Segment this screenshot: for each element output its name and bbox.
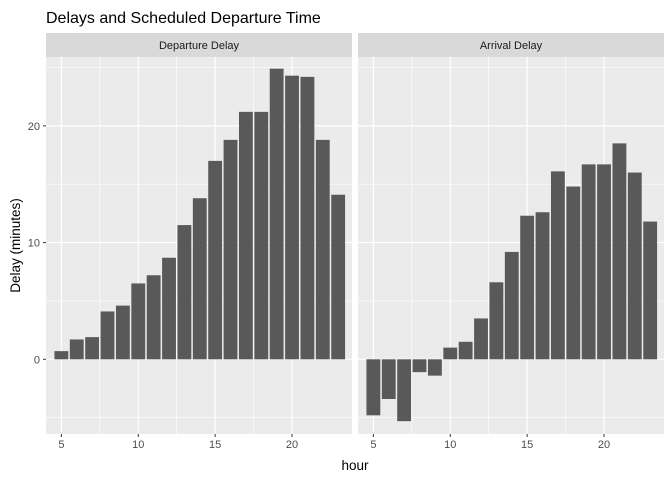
facet-panel-arrival-delay: Arrival Delay 5 10 15 20 (358, 33, 664, 451)
bar-departure-delay-hour-12 (162, 257, 176, 360)
bar-departure-delay-hour-8 (100, 311, 115, 360)
x-tick-label: 20 (598, 439, 610, 451)
bar-arrival-delay-hour-16 (535, 212, 550, 360)
x-tick-label: 10 (132, 439, 144, 451)
bar-arrival-delay-hour-8 (412, 359, 427, 373)
bar-departure-delay-hour-14 (192, 198, 207, 360)
bar-departure-delay-hour-18 (254, 111, 269, 360)
bar-arrival-delay-hour-7 (397, 359, 412, 422)
y-tick-label: 10 (28, 238, 40, 250)
bar-departure-delay-hour-17 (238, 111, 253, 360)
x-tick-label: 5 (58, 439, 64, 451)
bar-arrival-delay-hour-21 (612, 143, 627, 360)
bar-arrival-delay-hour-15 (520, 215, 535, 360)
grid-lines-departure-delay (46, 57, 352, 434)
bar-arrival-delay-hour-23 (643, 221, 658, 360)
bar-departure-delay-hour-9 (115, 305, 130, 360)
bar-arrival-delay-hour-22 (627, 172, 642, 360)
facet-strip-label-arrival-delay: Arrival Delay (480, 40, 543, 52)
bar-departure-delay-hour-21 (300, 76, 315, 360)
bar-arrival-delay-hour-19 (581, 164, 596, 360)
y-tick-label: 0 (34, 354, 40, 366)
x-tick-label: 15 (209, 439, 221, 451)
bar-arrival-delay-hour-11 (458, 341, 473, 360)
bar-departure-delay-hour-13 (177, 225, 192, 360)
bar-departure-delay-hour-7 (85, 337, 100, 360)
bar-arrival-delay-hour-5 (366, 359, 381, 416)
x-tick-label: 20 (286, 439, 298, 451)
x-tick-label: 5 (370, 439, 376, 451)
chart-title: Delays and Scheduled Departure Time (46, 10, 321, 27)
bar-departure-delay-hour-5 (54, 351, 69, 360)
facet-strip-label-departure-delay: Departure Delay (159, 40, 240, 52)
bar-arrival-delay-hour-10 (443, 347, 458, 360)
bar-departure-delay-hour-19 (269, 68, 284, 360)
bar-arrival-delay-hour-20 (597, 164, 611, 360)
y-axis-title: Delay (minutes) (8, 198, 23, 293)
y-tick-label: 20 (28, 121, 40, 133)
facet-strip-departure-delay (46, 33, 352, 57)
bar-departure-delay-hour-10 (131, 283, 146, 360)
bar-departure-delay-hour-15 (208, 160, 223, 360)
bar-departure-delay-hour-22 (315, 139, 330, 360)
bar-departure-delay-hour-20 (285, 75, 299, 360)
bar-departure-delay-hour-11 (146, 275, 161, 360)
x-axis-ticks-departure-delay: 5 10 15 20 (58, 434, 298, 451)
bar-departure-delay-hour-6 (69, 339, 84, 360)
x-tick-label: 15 (521, 439, 533, 451)
facet-strip-arrival-delay (358, 33, 664, 57)
y-axis-ticks: 0 10 20 (28, 121, 46, 366)
bar-departure-delay-hour-23 (331, 194, 346, 360)
bars-departure-delay (54, 68, 346, 360)
bars-arrival-delay (366, 143, 658, 422)
bar-arrival-delay-hour-18 (566, 186, 581, 360)
facet-panel-departure-delay: Departure Delay 5 10 15 20 (46, 33, 352, 451)
bar-arrival-delay-hour-6 (381, 359, 396, 399)
bar-arrival-delay-hour-14 (504, 251, 519, 360)
x-axis-ticks-arrival-delay: 5 10 15 20 (370, 434, 610, 451)
bar-departure-delay-hour-16 (223, 139, 238, 360)
bar-arrival-delay-hour-12 (474, 318, 488, 360)
bar-arrival-delay-hour-13 (489, 282, 504, 360)
x-tick-label: 10 (444, 439, 456, 451)
bar-arrival-delay-hour-9 (427, 359, 442, 376)
bar-arrival-delay-hour-17 (550, 171, 565, 360)
x-axis-title: hour (341, 458, 369, 473)
